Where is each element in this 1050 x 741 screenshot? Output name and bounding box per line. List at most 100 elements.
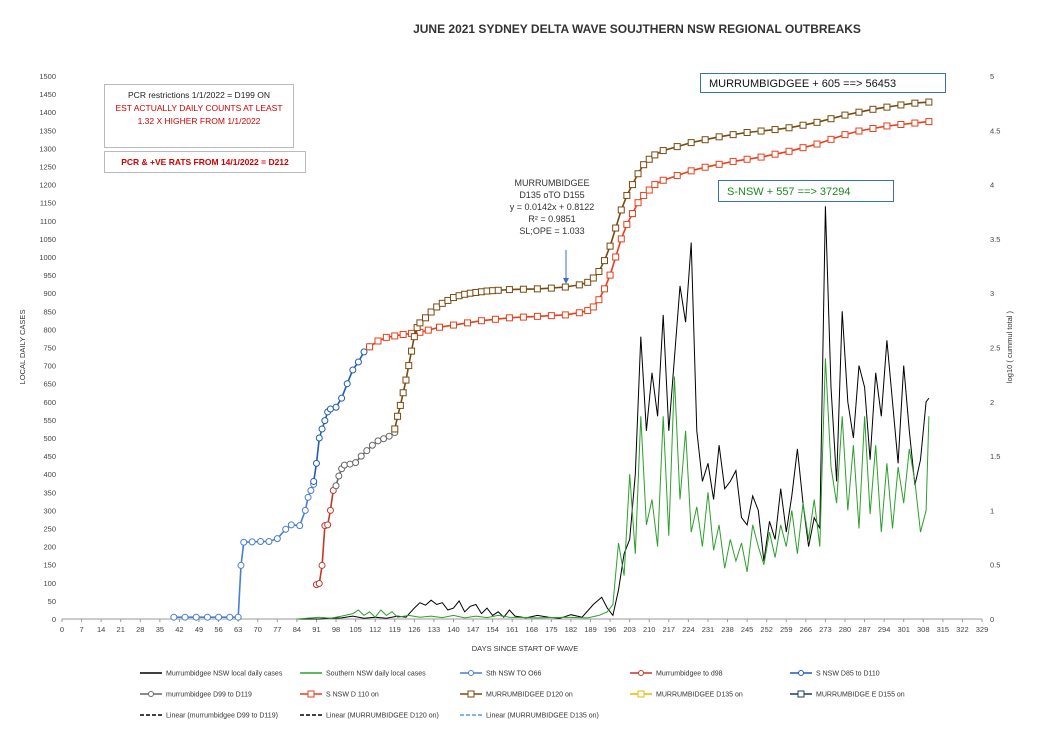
x-tick-label: 259 [780,625,793,634]
x-tick-label: 280 [839,625,852,634]
series-0 [296,206,930,620]
data-point [841,131,849,139]
data-point [584,278,592,286]
x-tick-label: 266 [800,625,813,634]
y-tick-label: 1450 [39,90,56,99]
legend-item: S NSW D 110 on [300,690,379,699]
x-tick-label: 154 [486,625,499,634]
pcr-note-line-3: 1.32 X HIGHER FROM 1/1/2022 [137,116,261,126]
data-point [402,376,410,384]
x-tick-label: 161 [506,625,519,634]
trend-annotation: MURRUMBIDGEE D135 oTO D155 y = 0.0142x +… [488,177,616,237]
data-point [841,111,849,119]
data-point [701,163,709,171]
legend-item: murrumbidgee D99 to D119 [140,691,252,699]
data-point [659,176,667,184]
y-tick-label: 500 [43,434,56,443]
data-point [771,150,779,158]
x-tick-label: 98 [332,625,340,634]
murrumbidgee-total-box: MURRUMBIGDGEE + 605 ==> 56453 [700,73,946,93]
series-7 [391,98,933,433]
data-point [869,124,877,132]
y2-axis-label: log10 ( cummul total ) [1005,310,1014,383]
data-point [505,314,513,322]
x-tick-label: 140 [447,625,460,634]
data-point [433,303,441,311]
data-point [855,108,863,116]
y-tick-label: 900 [43,289,56,298]
y-tick-label: 650 [43,380,56,389]
x-tick-label: 133 [428,625,441,634]
y-tick-label: 400 [43,470,56,479]
data-point [346,460,354,468]
data-point [757,153,765,161]
legend-swatch-marker [307,690,315,698]
trend-line-4: R² = 0.9851 [528,214,576,224]
x-tick-label: 28 [136,625,144,634]
data-point [349,366,357,374]
data-point [628,181,636,189]
data-point [240,538,248,546]
legend-label: Murrumbidgee to d98 [656,671,723,678]
y2-tick-label: 4.5 [990,126,1000,135]
series-3 [312,486,337,589]
axes: 0 7 14 21 28 35 42 49 56 63 70 77 84 91 98 105 112 119 126… [39,72,1000,634]
x-tick-label: 168 [526,625,539,634]
x-tick-label: 224 [682,625,695,634]
y-tick-label: 100 [43,579,56,588]
y2-tick-label: 2 [990,398,994,407]
data-point [911,99,919,107]
data-point [354,358,362,366]
legend-item: Sth NSW TO O66 [460,670,541,678]
series-4 [310,343,374,485]
x-tick-label: 175 [545,625,558,634]
data-point [287,521,295,529]
data-point [897,101,905,109]
data-point [296,522,304,530]
y-tick-label: 350 [43,488,56,497]
data-point [617,235,625,243]
y2-tick-label: 0.5 [990,561,1000,570]
x-tick-label: 35 [156,625,164,634]
data-point [265,538,273,546]
data-point [505,286,513,294]
y-tick-label: 1200 [39,181,56,190]
data-point [424,326,432,334]
data-point [237,561,245,569]
pcr-restrictions-note: PCR restrictions 1/1/2022 = D199 ON EST … [104,84,294,148]
data-point [645,186,653,194]
y-tick-label: 950 [43,271,56,280]
legend-item: Murrumbidgee to d98 [630,670,723,678]
series-line [369,120,929,348]
x-tick-label: 189 [584,625,597,634]
data-point [687,167,695,175]
legend-item: Murrumbidgee NSW local daily cases [140,671,283,678]
data-point [382,333,390,341]
data-point [304,493,312,501]
x-tick-label: 126 [408,625,421,634]
data-point [673,172,681,180]
trend-line-2: D135 oTO D155 [519,190,585,200]
x-tick-label: 77 [273,625,281,634]
x-tick-label: 301 [897,625,910,634]
data-point [326,506,334,514]
data-point [318,561,326,569]
data-point [606,271,614,279]
data-point [547,312,555,320]
data-point [897,121,905,129]
data-point [396,401,404,409]
legend-label: Linear (MURRUMBIDGEE D120 on) [326,713,439,720]
x-tick-label: 329 [976,625,989,634]
data-point [584,307,592,315]
x-tick-label: 217 [663,625,676,634]
data-point [628,210,636,218]
series-layer [170,98,933,621]
data-point [326,405,334,413]
data-point [318,425,326,433]
x-tick-label: 203 [623,625,636,634]
data-point [170,613,178,621]
y2-tick-label: 2.5 [990,344,1000,353]
data-point [360,348,368,356]
legend-label: MURRUMBIDGE E D155 on [816,692,905,699]
legend-swatch-marker [637,690,645,698]
